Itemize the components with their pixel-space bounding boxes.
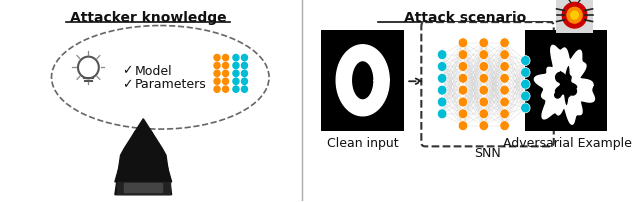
Circle shape <box>458 86 468 96</box>
Text: ✓: ✓ <box>122 64 133 77</box>
Circle shape <box>437 86 447 96</box>
Circle shape <box>500 39 509 48</box>
Circle shape <box>437 62 447 72</box>
Circle shape <box>500 86 509 96</box>
Circle shape <box>223 79 228 85</box>
Polygon shape <box>115 156 132 182</box>
Circle shape <box>569 88 577 96</box>
Circle shape <box>479 98 488 107</box>
Circle shape <box>500 98 509 107</box>
Polygon shape <box>115 119 172 195</box>
Text: SNN: SNN <box>474 147 501 160</box>
Circle shape <box>500 109 509 119</box>
Circle shape <box>223 87 228 93</box>
Circle shape <box>479 39 488 48</box>
Circle shape <box>567 8 582 24</box>
Circle shape <box>458 109 468 119</box>
Circle shape <box>437 50 447 60</box>
Circle shape <box>571 12 579 20</box>
Polygon shape <box>124 156 162 190</box>
Circle shape <box>437 98 447 107</box>
FancyBboxPatch shape <box>556 0 593 34</box>
Circle shape <box>133 128 154 150</box>
Circle shape <box>556 73 565 83</box>
Polygon shape <box>116 182 170 194</box>
Circle shape <box>233 79 239 85</box>
Circle shape <box>521 103 530 113</box>
Circle shape <box>458 121 468 131</box>
Circle shape <box>233 55 239 61</box>
Circle shape <box>214 63 220 69</box>
Circle shape <box>241 87 248 93</box>
Circle shape <box>214 87 220 93</box>
FancyBboxPatch shape <box>525 31 609 131</box>
Circle shape <box>500 62 509 72</box>
Circle shape <box>241 63 248 69</box>
Polygon shape <box>155 156 172 182</box>
Circle shape <box>479 121 488 131</box>
FancyBboxPatch shape <box>421 23 554 147</box>
Circle shape <box>555 93 561 99</box>
Circle shape <box>521 56 530 66</box>
Text: Model: Model <box>135 64 172 77</box>
Polygon shape <box>534 46 595 125</box>
Circle shape <box>437 109 447 119</box>
Circle shape <box>223 71 228 77</box>
Text: ✓: ✓ <box>122 78 133 91</box>
Circle shape <box>458 62 468 72</box>
Polygon shape <box>336 45 389 116</box>
Circle shape <box>458 50 468 60</box>
Circle shape <box>241 79 248 85</box>
Circle shape <box>500 50 509 60</box>
Circle shape <box>521 68 530 78</box>
Circle shape <box>233 63 239 69</box>
Text: Clean input: Clean input <box>327 136 399 149</box>
Polygon shape <box>124 183 162 192</box>
Circle shape <box>458 39 468 48</box>
Circle shape <box>500 121 509 131</box>
Text: Attacker knowledge: Attacker knowledge <box>70 11 227 25</box>
Circle shape <box>241 71 248 77</box>
Circle shape <box>521 80 530 90</box>
Circle shape <box>223 55 228 61</box>
Circle shape <box>479 62 488 72</box>
FancyBboxPatch shape <box>321 31 404 131</box>
Circle shape <box>458 74 468 84</box>
Circle shape <box>437 74 447 84</box>
Circle shape <box>214 79 220 85</box>
Circle shape <box>233 87 239 93</box>
Circle shape <box>563 3 587 29</box>
Circle shape <box>479 50 488 60</box>
Circle shape <box>479 74 488 84</box>
Circle shape <box>479 109 488 119</box>
Text: Adversarial Example: Adversarial Example <box>502 136 632 149</box>
Text: Parameters: Parameters <box>135 78 207 91</box>
Circle shape <box>214 55 220 61</box>
Text: Attack scenario: Attack scenario <box>404 11 526 25</box>
Circle shape <box>241 55 248 61</box>
Circle shape <box>233 71 239 77</box>
Circle shape <box>479 86 488 96</box>
Circle shape <box>214 71 220 77</box>
Circle shape <box>521 92 530 101</box>
Circle shape <box>223 63 228 69</box>
Circle shape <box>500 74 509 84</box>
Circle shape <box>458 98 468 107</box>
